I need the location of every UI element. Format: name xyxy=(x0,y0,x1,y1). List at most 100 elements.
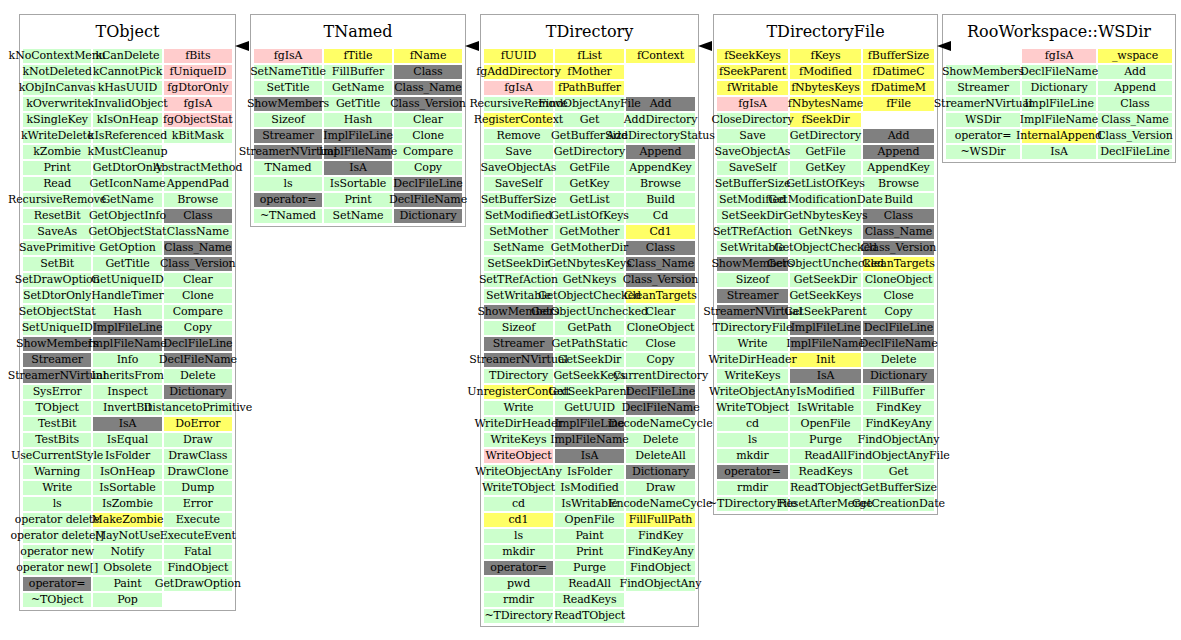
member-cell: fSeekParent xyxy=(717,65,788,79)
member-label: DeclFileName xyxy=(159,353,237,367)
member-cell: GetBufferSize xyxy=(863,481,934,495)
member-cell: operator new[] xyxy=(23,561,91,575)
member-label: WriteObject xyxy=(486,449,552,463)
member-cell: IsA xyxy=(555,449,624,463)
member-cell: FillBuffer xyxy=(324,65,392,79)
member-label: ImplFileLine xyxy=(323,129,393,143)
member-cell: Delete xyxy=(863,353,934,367)
member-label: GetNkeys xyxy=(563,273,617,287)
member-cell: ls xyxy=(717,433,788,447)
member-label: Remove xyxy=(497,129,541,143)
member-label: Class_Version xyxy=(1097,129,1173,143)
member-cell: fSeekKeys xyxy=(717,49,788,63)
member-cell: fgAddDirectory xyxy=(484,65,553,79)
member-cell: StreamerNVirtual xyxy=(254,145,322,159)
member-label: FindObjectAny xyxy=(620,577,702,591)
member-label: Dictionary xyxy=(1030,81,1087,95)
member-cell: IsZombie xyxy=(93,497,161,511)
member-label: IsA xyxy=(581,449,599,463)
member-label: SetDtorOnly xyxy=(23,289,91,303)
member-label: SetObjectStat xyxy=(19,305,96,319)
member-label: RegisterContext xyxy=(474,113,563,127)
member-label: Dump xyxy=(181,481,214,495)
member-cell: IsA xyxy=(324,161,392,175)
member-cell: kHasUUID xyxy=(93,81,161,95)
member-cell: Save xyxy=(484,145,553,159)
member-label: Add xyxy=(1124,65,1146,79)
member-cell: DrawClass xyxy=(164,449,232,463)
class-box-rooworkspace-wsdir: RooWorkspace::WSDirShowMembersStreamerSt… xyxy=(942,14,1176,163)
member-cell: Clear xyxy=(394,113,462,127)
member-label: Compare xyxy=(173,305,223,319)
member-cell: Print xyxy=(324,193,392,207)
member-label: DeclFileName xyxy=(859,337,937,351)
member-label: kInvalidObject xyxy=(87,97,167,111)
member-label: GetDirectory xyxy=(554,145,625,159)
member-cell: SetSeekDir xyxy=(484,257,553,271)
member-label: DeclFileLine xyxy=(626,385,695,399)
member-cell: GetNbytesKeys xyxy=(790,209,861,223)
member-label: fgIsA xyxy=(274,49,303,63)
member-cell: GetObjectChecked xyxy=(555,289,624,303)
member-cell: Class_Name xyxy=(863,225,934,239)
member-label: fgIsA xyxy=(184,97,213,111)
member-label: SetTitle xyxy=(267,81,310,95)
member-cell: Execute xyxy=(164,513,232,527)
member-label: kHasUUID xyxy=(98,81,157,95)
member-label: Streamer xyxy=(31,353,83,367)
member-cell: DeclFileName xyxy=(164,353,232,367)
member-cell: Streamer xyxy=(946,81,1020,95)
member-cell: fFile xyxy=(863,97,934,111)
member-label: WriteKeys xyxy=(491,433,547,447)
member-label: ExecuteEvent xyxy=(160,529,236,543)
member-cell: Hash xyxy=(93,305,161,319)
member-label: GetMother xyxy=(560,225,620,239)
member-cell: Draw xyxy=(164,433,232,447)
member-cell: Notify xyxy=(93,545,161,559)
member-label: SetSeekDir xyxy=(487,257,549,271)
member-cell: StreamerNVirtual xyxy=(23,369,91,383)
member-label: Clear xyxy=(413,113,443,127)
member-cell: cd1 xyxy=(484,513,553,527)
member-cell: Error xyxy=(164,497,232,511)
member-label: ~TObject xyxy=(31,593,83,607)
member-label: InternalAppend xyxy=(1016,129,1102,143)
member-label: AbstractMethod xyxy=(153,161,242,175)
member-label: DrawClone xyxy=(167,465,228,479)
member-label: ReadKeys xyxy=(563,593,617,607)
member-cell: RecursiveRemove xyxy=(23,193,91,207)
member-label: SetDrawOption xyxy=(15,273,100,287)
member-label: Class xyxy=(884,209,913,223)
member-label: Class_Name xyxy=(627,257,694,271)
member-cell: DeclFileName xyxy=(626,401,695,415)
member-label: GetKey xyxy=(806,161,846,175)
member-label: fUniqueID xyxy=(169,65,226,79)
member-label: ShowMembers xyxy=(247,97,329,111)
member-cell: StreamerNVirtual xyxy=(717,305,788,319)
member-label: Class xyxy=(1120,97,1149,111)
member-label: kNoContextMenu xyxy=(9,49,106,63)
member-label: GetList xyxy=(570,193,610,207)
member-cell: kSingleKey xyxy=(23,113,91,127)
member-label: GetNkeys xyxy=(799,225,853,239)
member-label: Class_Version xyxy=(390,97,466,111)
member-label: kMustCleanup xyxy=(87,145,167,159)
member-cell: FindObjectAny xyxy=(626,577,695,591)
member-cell: GetPath xyxy=(555,321,624,335)
member-cell: GetCreationDate xyxy=(863,497,934,511)
member-cell: IsEqual xyxy=(93,433,161,447)
class-box-tobject: TObjectkNoContextMenukNotDeletedkObjInCa… xyxy=(19,14,236,611)
member-cell: DeleteAll xyxy=(626,449,695,463)
member-label: IsA xyxy=(817,369,835,383)
member-cell: pwd xyxy=(484,577,553,591)
member-label: ls xyxy=(53,497,62,511)
member-cell: Print xyxy=(555,545,624,559)
member-label: OpenFile xyxy=(564,513,614,527)
member-label: Inspect xyxy=(107,385,148,399)
member-cell: Warning xyxy=(23,465,91,479)
member-cell: TestBit xyxy=(23,417,91,431)
member-cell: GetDirectory xyxy=(555,145,624,159)
member-label: IsA xyxy=(349,161,367,175)
class-title: TObject xyxy=(20,15,235,48)
member-label: GetPath xyxy=(568,321,612,335)
